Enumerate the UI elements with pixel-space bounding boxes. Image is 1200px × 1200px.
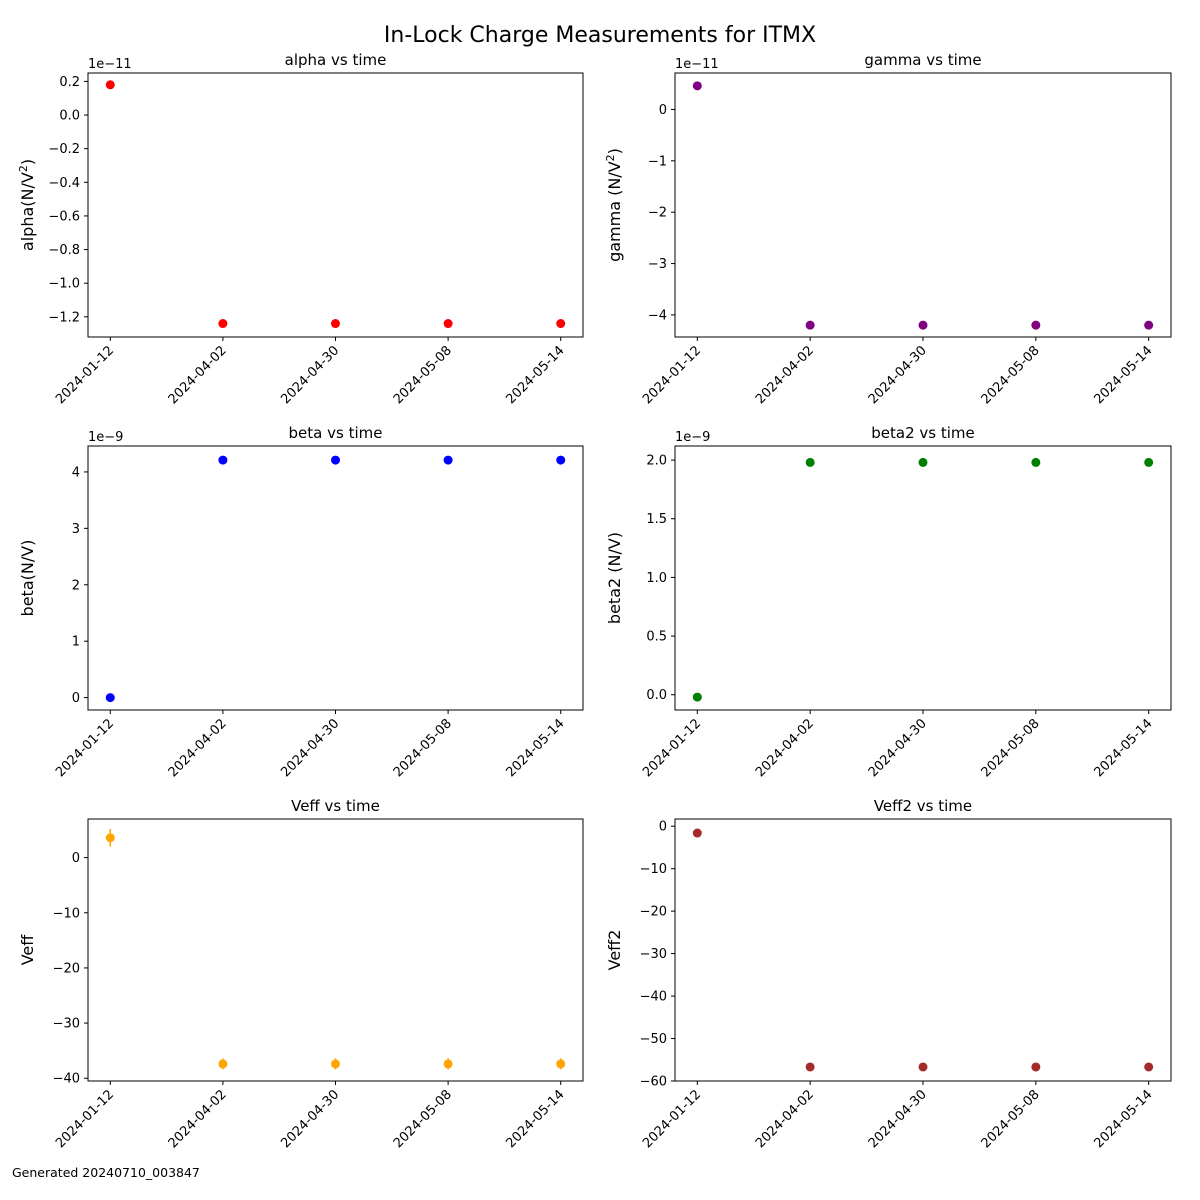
data-point <box>805 457 815 467</box>
data-point <box>918 320 928 330</box>
y-tick-label: 0.0 <box>59 109 80 124</box>
y-tick-label: −0.4 <box>48 176 80 191</box>
data-point <box>331 1059 340 1069</box>
y-axis-label-text: Veff2 <box>605 930 624 971</box>
data-point <box>918 1062 928 1072</box>
y-tick-label: −1 <box>648 154 667 169</box>
y-axis-label-text: beta(N/V) <box>18 540 37 617</box>
y-offset-text: 1e−11 <box>675 57 719 72</box>
y-axis-label: alpha(N/V2) <box>17 159 37 251</box>
y-tick-label: 0 <box>659 820 667 835</box>
data-point <box>918 457 928 467</box>
y-tick-label: −20 <box>640 905 667 920</box>
data-point <box>1031 1062 1041 1072</box>
y-tick-label: −30 <box>640 947 667 962</box>
data-point <box>218 1059 228 1069</box>
data-point <box>805 1062 815 1072</box>
subplot-title: Veff2 vs time <box>874 797 972 815</box>
data-point <box>1144 457 1154 467</box>
y-tick-label: −60 <box>640 1075 667 1090</box>
subplot-title: beta2 vs time <box>871 424 974 442</box>
subplot-title: gamma vs time <box>864 51 981 69</box>
data-point <box>105 80 115 90</box>
y-tick-label: 3 <box>72 522 80 537</box>
data-point <box>1031 320 1041 330</box>
y-axis-label-close: ) <box>18 159 37 165</box>
y-tick-label: −0.8 <box>48 243 80 258</box>
y-tick-label: −1.0 <box>48 277 80 292</box>
y-tick-label: 0.2 <box>59 75 80 90</box>
data-point <box>805 320 815 330</box>
y-offset-text: 1e−9 <box>88 430 123 445</box>
y-axis-label-text: beta2 (N/V) <box>605 532 624 624</box>
y-axis-label-close: ) <box>605 148 624 154</box>
data-point <box>1144 1062 1154 1072</box>
y-tick-label: 2 <box>72 578 80 593</box>
y-tick-label: −40 <box>53 1072 80 1087</box>
y-offset-text: 1e−9 <box>675 430 710 445</box>
y-tick-label: 0.0 <box>646 688 667 703</box>
y-axis-label: Veff2 <box>605 930 624 971</box>
y-tick-label: −2 <box>648 206 667 221</box>
y-axis-label: beta(N/V) <box>18 540 37 617</box>
y-axis-label: Veff <box>18 934 37 966</box>
y-tick-label: −50 <box>640 1032 667 1047</box>
data-point <box>692 692 702 702</box>
data-point <box>218 319 228 329</box>
data-point <box>443 319 453 329</box>
data-point <box>692 81 702 91</box>
y-tick-label: 4 <box>72 465 80 480</box>
data-point <box>443 455 453 465</box>
data-point <box>105 833 115 843</box>
y-axis-label: gamma (N/V2) <box>604 148 624 262</box>
y-tick-label: 0 <box>659 103 667 118</box>
y-tick-label: −30 <box>53 1017 80 1032</box>
y-tick-label: −40 <box>640 990 667 1005</box>
y-tick-label: 1.5 <box>646 512 667 527</box>
subplot-title: beta vs time <box>289 424 383 442</box>
y-axis-label: beta2 (N/V) <box>605 532 624 624</box>
data-point <box>218 455 228 465</box>
y-tick-label: 1 <box>72 635 80 650</box>
y-tick-label: −10 <box>640 862 667 877</box>
y-axis-label-superscript: 2 <box>17 165 30 172</box>
y-tick-label: −10 <box>53 906 80 921</box>
y-tick-label: −4 <box>648 308 667 323</box>
data-point <box>331 319 340 329</box>
y-tick-label: −20 <box>53 961 80 976</box>
y-tick-label: −0.2 <box>48 142 80 157</box>
y-tick-label: 0.5 <box>646 630 667 645</box>
y-axis-label-text: alpha(N/V <box>18 172 37 251</box>
figure-title: In-Lock Charge Measurements for ITMX <box>384 23 816 48</box>
y-tick-label: 0 <box>72 691 80 706</box>
data-point <box>556 1059 566 1069</box>
y-tick-label: 1.0 <box>646 571 667 586</box>
data-point <box>443 1059 453 1069</box>
y-tick-label: −0.6 <box>48 209 80 224</box>
y-tick-label: 2.0 <box>646 454 667 469</box>
data-point <box>1144 320 1154 330</box>
y-tick-label: 0 <box>72 851 80 866</box>
y-axis-label-text: gamma (N/V <box>605 161 624 262</box>
data-point <box>692 828 702 838</box>
y-tick-label: −3 <box>648 257 667 272</box>
subplot-title: Veff vs time <box>291 797 380 815</box>
data-point <box>556 319 566 329</box>
y-axis-label-text: Veff <box>18 934 37 966</box>
subplot-title: alpha vs time <box>285 51 387 69</box>
data-point <box>556 455 566 465</box>
y-offset-text: 1e−11 <box>88 57 132 72</box>
y-tick-label: −1.2 <box>48 310 80 325</box>
data-point <box>105 693 115 703</box>
y-axis-label-superscript: 2 <box>604 154 617 161</box>
data-point <box>1031 457 1041 467</box>
data-point <box>331 455 340 465</box>
generated-footer: Generated 20240710_003847 <box>12 1165 200 1180</box>
